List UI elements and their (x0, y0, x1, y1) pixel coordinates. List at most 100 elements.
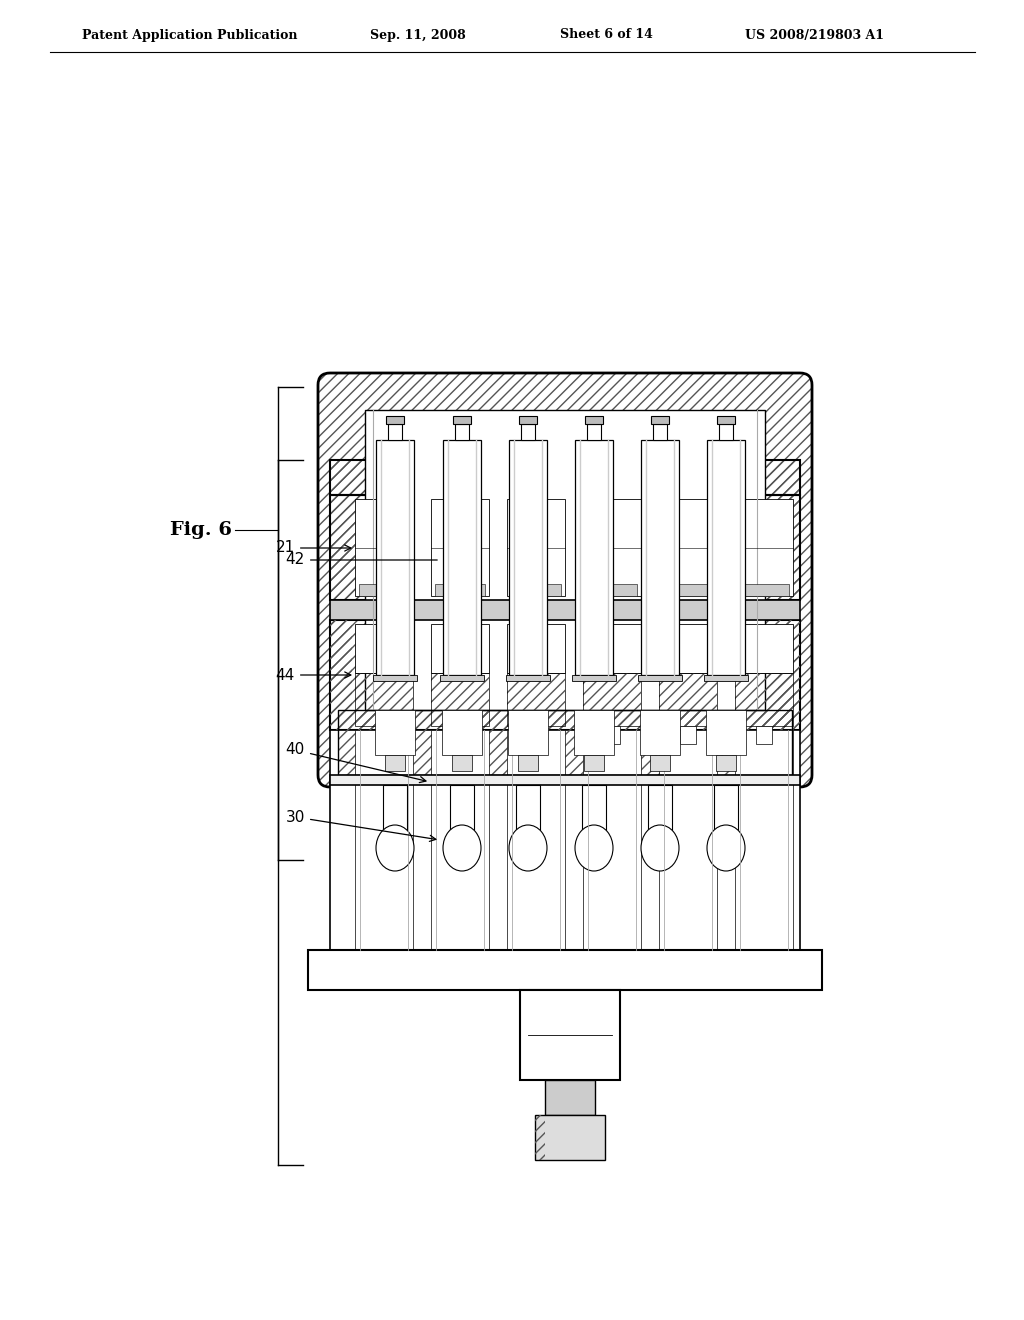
Bar (716, 755, 736, 771)
Bar (508, 710, 548, 755)
Bar (714, 785, 738, 830)
Bar (659, 624, 717, 673)
Ellipse shape (509, 825, 547, 871)
Bar (330, 601, 800, 620)
Bar (583, 673, 641, 726)
Bar (638, 675, 682, 681)
Bar (584, 755, 604, 771)
Bar (707, 440, 745, 675)
Bar (583, 499, 641, 597)
Bar (330, 620, 800, 730)
Bar (719, 424, 733, 440)
Text: 42: 42 (286, 553, 437, 568)
Bar (385, 755, 406, 771)
Bar (507, 624, 565, 673)
Bar (355, 499, 413, 597)
Bar (443, 440, 481, 675)
Text: Sheet 6 of 14: Sheet 6 of 14 (560, 29, 653, 41)
Bar (376, 726, 392, 744)
Bar (431, 499, 489, 597)
Bar (435, 583, 485, 597)
Ellipse shape (376, 825, 414, 871)
Bar (452, 726, 468, 744)
Bar (355, 730, 413, 950)
Bar (574, 710, 614, 755)
Bar (338, 710, 792, 775)
Bar (535, 1115, 545, 1160)
Ellipse shape (443, 825, 481, 871)
Text: US 2008/219803 A1: US 2008/219803 A1 (745, 29, 884, 41)
Bar (511, 583, 561, 597)
Bar (431, 673, 489, 726)
Bar (520, 990, 620, 1080)
Bar (583, 673, 641, 726)
Bar (355, 673, 413, 726)
Bar (450, 785, 474, 830)
Bar (651, 416, 669, 424)
Bar (330, 775, 800, 785)
Bar (663, 583, 713, 597)
Bar (521, 424, 535, 440)
Bar (330, 620, 352, 730)
Bar (706, 710, 746, 755)
Bar (375, 710, 415, 755)
Bar (365, 411, 765, 710)
Bar (604, 726, 620, 744)
Bar (705, 675, 748, 681)
Bar (507, 673, 565, 726)
Bar (431, 730, 489, 950)
Bar (386, 416, 404, 424)
Bar (455, 424, 469, 440)
Bar (528, 726, 544, 744)
Bar (442, 710, 482, 755)
Bar (330, 730, 800, 950)
Bar (535, 1115, 605, 1160)
Bar (519, 416, 537, 424)
Bar (582, 785, 606, 830)
Bar (431, 673, 489, 726)
Bar (735, 624, 793, 673)
Bar (330, 459, 800, 495)
Bar (650, 755, 670, 771)
Bar (735, 673, 793, 726)
Bar (388, 424, 402, 440)
Bar (575, 440, 613, 675)
Bar (587, 583, 637, 597)
Bar (653, 424, 667, 440)
Ellipse shape (575, 825, 613, 871)
Bar (330, 495, 800, 601)
Text: Sep. 11, 2008: Sep. 11, 2008 (370, 29, 466, 41)
Bar (338, 710, 792, 775)
Bar (518, 755, 538, 771)
Bar (659, 730, 717, 950)
Text: 30: 30 (286, 809, 436, 841)
Bar (648, 785, 672, 830)
Bar (452, 755, 472, 771)
Bar (739, 583, 790, 597)
Bar (659, 673, 717, 726)
Bar (585, 416, 603, 424)
Bar (587, 424, 601, 440)
Bar (507, 499, 565, 597)
Bar (583, 624, 641, 673)
Bar (359, 583, 409, 597)
Bar (735, 499, 793, 597)
Text: Fig. 6: Fig. 6 (170, 521, 232, 539)
Bar (659, 673, 717, 726)
Bar (308, 950, 822, 990)
Bar (440, 675, 484, 681)
Bar (431, 624, 489, 673)
Bar (506, 675, 550, 681)
Bar (680, 726, 696, 744)
Bar (717, 416, 735, 424)
Bar (640, 710, 680, 755)
Bar (330, 495, 800, 601)
Bar (373, 675, 417, 681)
Bar (756, 726, 772, 744)
Bar (641, 440, 679, 675)
Bar (355, 673, 413, 726)
Text: 21: 21 (275, 540, 351, 556)
Bar (778, 620, 800, 730)
Text: Patent Application Publication: Patent Application Publication (82, 29, 298, 41)
Bar (453, 416, 471, 424)
